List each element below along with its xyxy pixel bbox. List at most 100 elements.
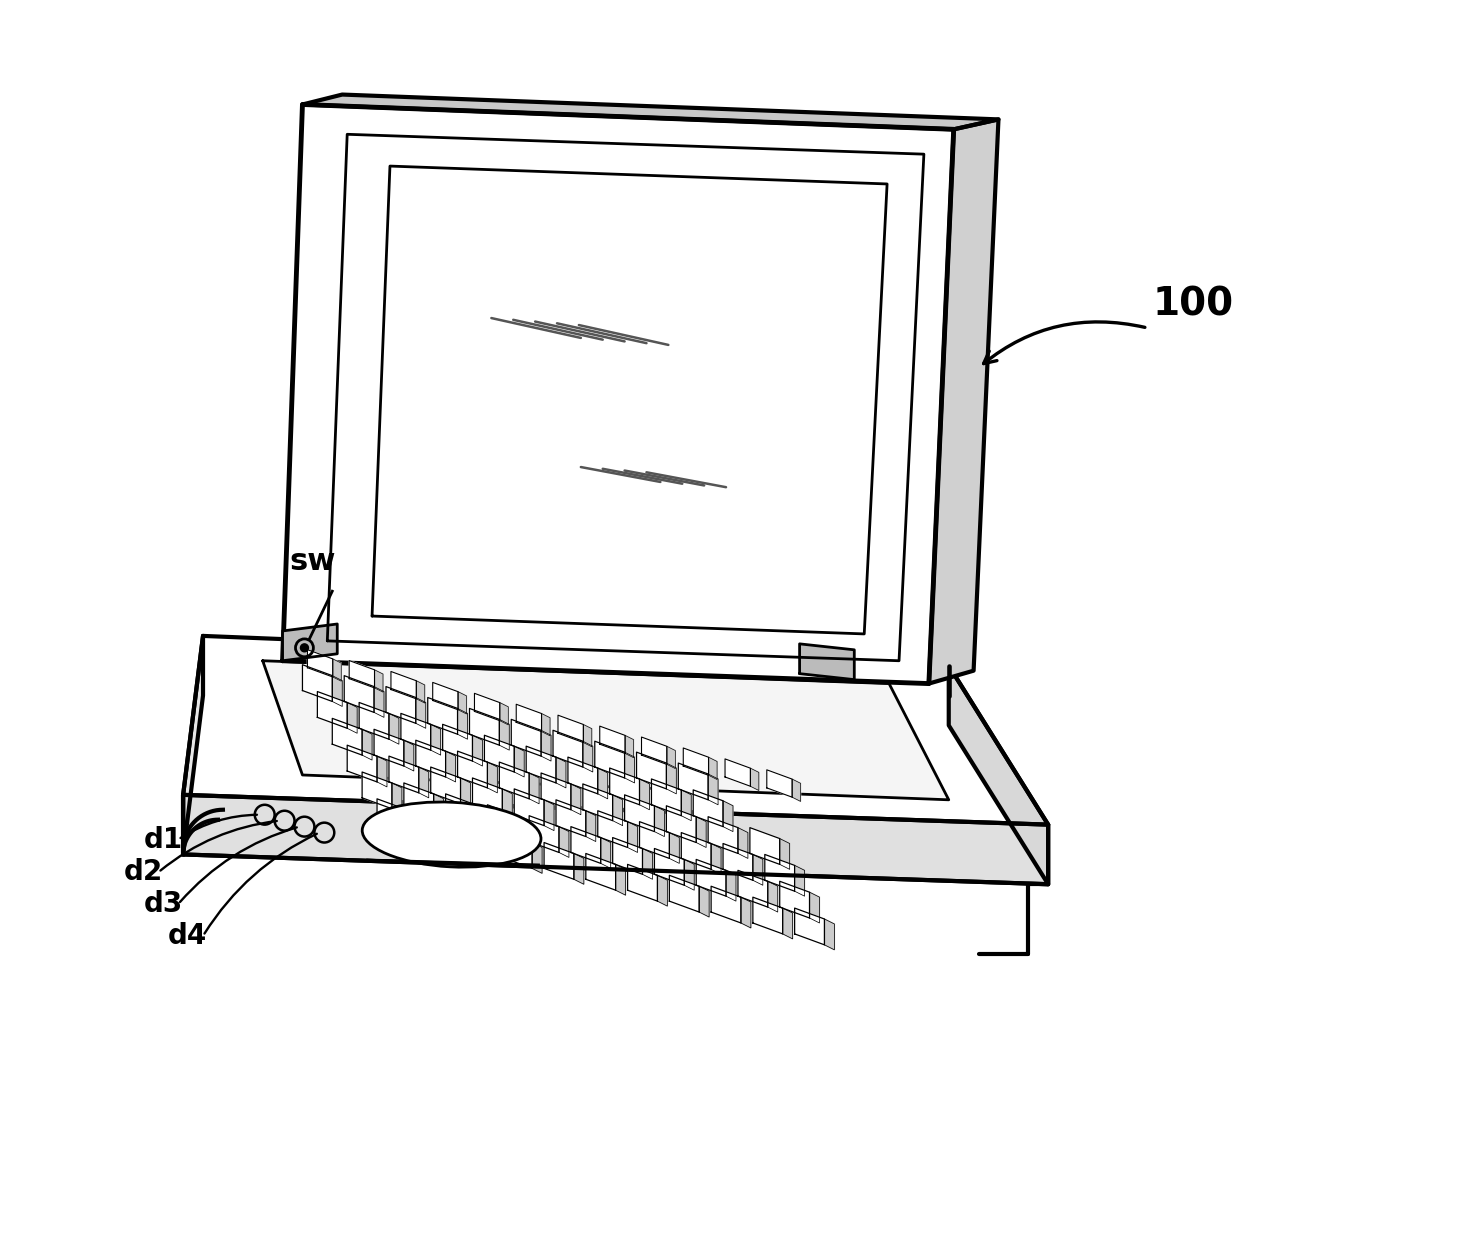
Polygon shape	[359, 703, 388, 739]
Polygon shape	[404, 782, 434, 820]
Polygon shape	[783, 908, 793, 939]
Polygon shape	[345, 675, 374, 713]
Polygon shape	[374, 729, 404, 766]
Polygon shape	[431, 768, 460, 804]
Polygon shape	[585, 811, 596, 841]
Polygon shape	[391, 782, 402, 814]
Polygon shape	[597, 768, 607, 799]
Polygon shape	[711, 886, 740, 923]
Polygon shape	[333, 659, 342, 682]
Polygon shape	[514, 746, 524, 778]
Polygon shape	[574, 854, 584, 885]
Polygon shape	[404, 740, 413, 771]
Polygon shape	[667, 746, 676, 769]
Polygon shape	[488, 805, 517, 841]
Polygon shape	[750, 827, 780, 865]
Text: d3: d3	[143, 890, 182, 918]
Polygon shape	[349, 660, 375, 688]
Circle shape	[301, 644, 308, 652]
Polygon shape	[666, 763, 676, 794]
Text: 100: 100	[1152, 285, 1234, 323]
Polygon shape	[407, 810, 416, 841]
Polygon shape	[416, 740, 445, 778]
Polygon shape	[182, 635, 203, 855]
Polygon shape	[556, 800, 585, 836]
Polygon shape	[753, 855, 762, 885]
Polygon shape	[600, 837, 610, 868]
Polygon shape	[584, 724, 591, 746]
Polygon shape	[711, 844, 721, 875]
Polygon shape	[666, 806, 696, 842]
Polygon shape	[526, 746, 556, 782]
Polygon shape	[583, 784, 613, 821]
Polygon shape	[391, 672, 416, 699]
Polygon shape	[708, 816, 737, 854]
Polygon shape	[613, 795, 622, 826]
Polygon shape	[474, 693, 499, 720]
Polygon shape	[929, 120, 999, 684]
Polygon shape	[639, 821, 669, 858]
Polygon shape	[610, 768, 639, 805]
Polygon shape	[529, 773, 539, 804]
Polygon shape	[669, 832, 679, 863]
Polygon shape	[388, 756, 419, 792]
Polygon shape	[597, 811, 628, 847]
Polygon shape	[460, 778, 470, 809]
Polygon shape	[753, 897, 783, 934]
Polygon shape	[333, 675, 342, 706]
Polygon shape	[182, 795, 1048, 885]
Polygon shape	[283, 624, 337, 660]
Polygon shape	[628, 865, 657, 901]
Polygon shape	[485, 735, 514, 773]
Polygon shape	[442, 724, 473, 761]
Polygon shape	[511, 719, 542, 756]
Polygon shape	[432, 683, 458, 710]
Polygon shape	[499, 719, 510, 750]
Polygon shape	[585, 854, 616, 890]
Polygon shape	[737, 827, 748, 858]
Polygon shape	[765, 855, 794, 891]
Polygon shape	[502, 831, 531, 868]
Polygon shape	[333, 719, 362, 755]
Polygon shape	[825, 920, 835, 949]
Polygon shape	[651, 779, 682, 816]
Polygon shape	[529, 816, 559, 852]
Polygon shape	[654, 849, 685, 885]
Polygon shape	[419, 810, 448, 846]
Polygon shape	[800, 644, 854, 679]
Polygon shape	[416, 698, 426, 729]
Polygon shape	[499, 703, 508, 725]
Text: sw: sw	[289, 547, 336, 577]
Polygon shape	[182, 635, 1048, 825]
Polygon shape	[600, 726, 625, 754]
Polygon shape	[726, 871, 736, 901]
Polygon shape	[302, 95, 999, 130]
Polygon shape	[657, 875, 667, 906]
Polygon shape	[385, 687, 416, 724]
Polygon shape	[445, 751, 456, 782]
Polygon shape	[347, 703, 358, 733]
Polygon shape	[594, 741, 625, 778]
Polygon shape	[491, 831, 501, 862]
Polygon shape	[545, 842, 574, 880]
Polygon shape	[639, 779, 650, 810]
Polygon shape	[723, 801, 733, 831]
Polygon shape	[641, 738, 667, 764]
Polygon shape	[559, 826, 569, 857]
Polygon shape	[308, 649, 333, 677]
Polygon shape	[542, 730, 550, 761]
Polygon shape	[737, 871, 768, 907]
Polygon shape	[419, 768, 429, 797]
Text: d4: d4	[168, 922, 207, 949]
Polygon shape	[431, 724, 441, 755]
Polygon shape	[568, 758, 597, 794]
Polygon shape	[545, 800, 553, 831]
Polygon shape	[377, 756, 387, 787]
Polygon shape	[679, 763, 708, 800]
Polygon shape	[388, 714, 399, 744]
Polygon shape	[768, 881, 778, 912]
Polygon shape	[362, 729, 372, 760]
Polygon shape	[531, 842, 542, 873]
Polygon shape	[682, 832, 711, 870]
Polygon shape	[708, 758, 717, 780]
